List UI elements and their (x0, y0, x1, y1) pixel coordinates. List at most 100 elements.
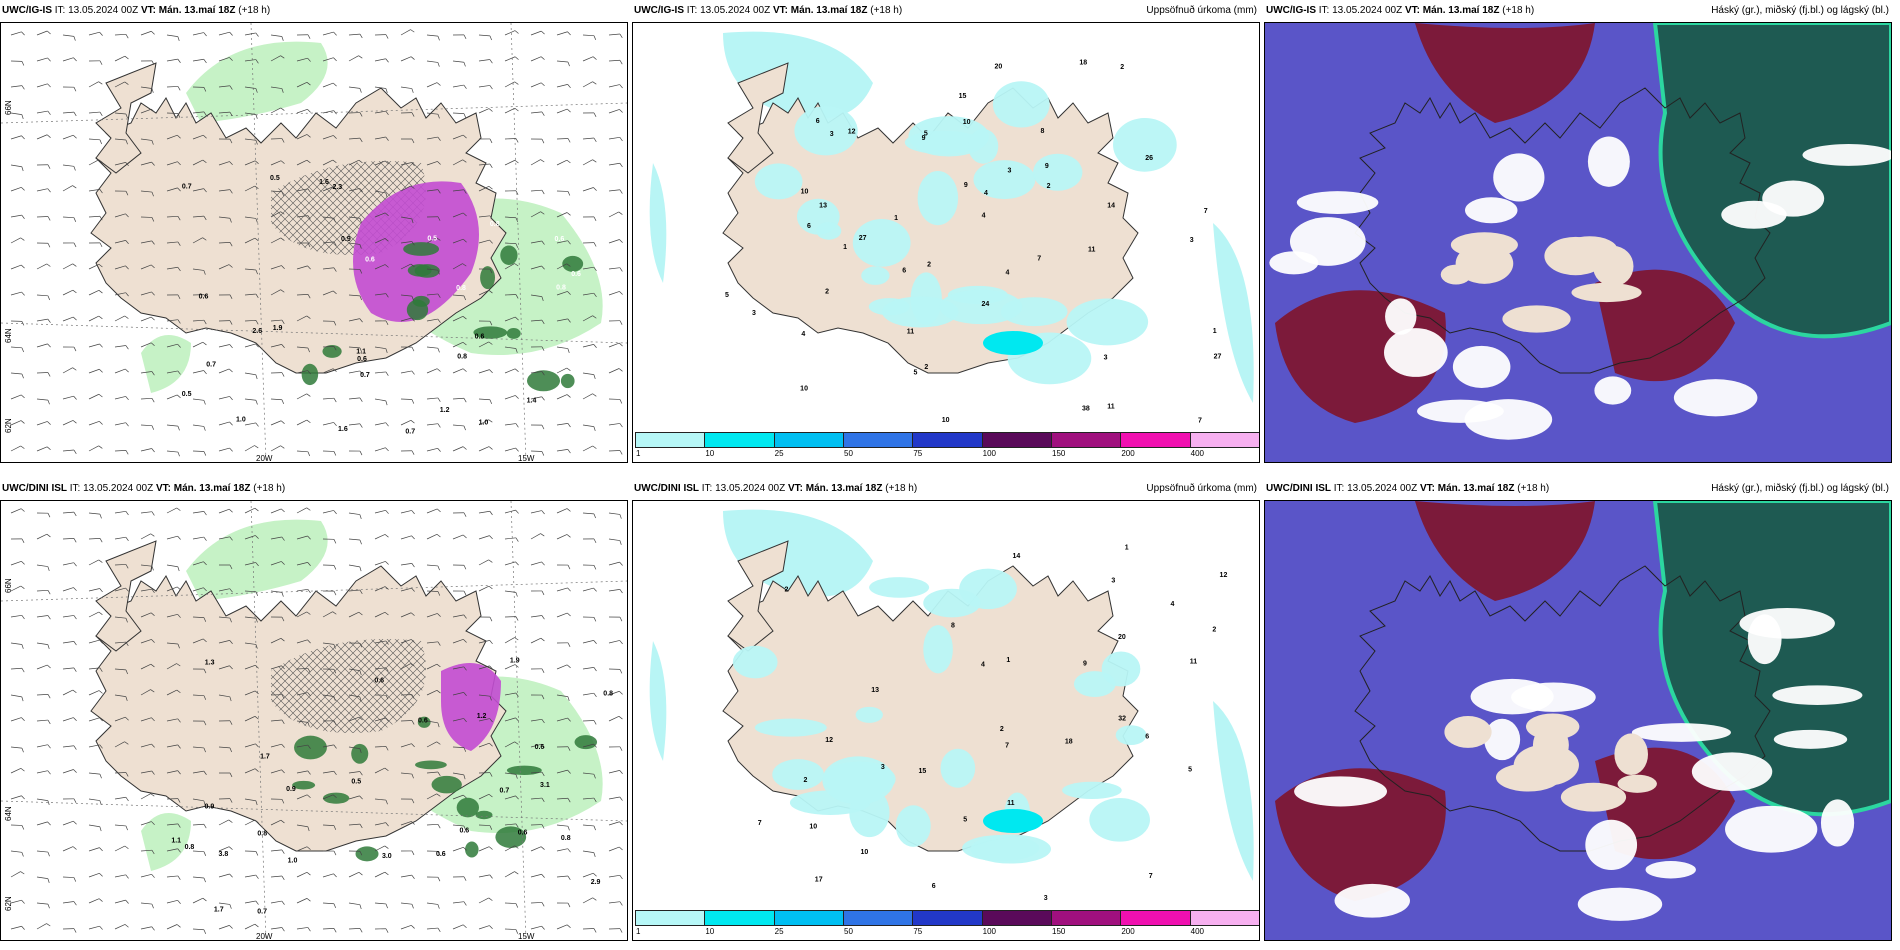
accum-value-label: 27 (859, 235, 867, 242)
precip-value-label: 0.7 (257, 908, 267, 915)
accum-value-label: 1 (1125, 545, 1129, 552)
wind-barb (140, 639, 155, 644)
wind-barb (36, 216, 51, 221)
wind-barb (192, 134, 207, 140)
wind-barb (166, 718, 181, 723)
panel-dini-cloud: UWC/DINI ISL IT: 13.05.2024 00Z VT: Mán.… (1264, 478, 1892, 941)
wind-barb (140, 448, 155, 453)
wind-barb (218, 772, 233, 778)
run-info: UWC/IG-IS IT: 13.05.2024 00Z VT: Mán. 13… (1266, 0, 1534, 22)
wind-barb (322, 720, 337, 725)
panel-igis-accum: UWC/IG-IS IT: 13.05.2024 00Z VT: Mán. 13… (632, 0, 1260, 463)
clear-sky-area (1820, 799, 1855, 847)
wind-barb (88, 690, 103, 696)
wind-barb (426, 136, 441, 141)
wind-barb (582, 187, 597, 192)
wind-barb (218, 161, 233, 166)
init-label: IT: (54, 5, 66, 16)
wind-barb (218, 746, 232, 753)
wind-barb (504, 692, 519, 697)
accum-value-label: 1 (1006, 657, 1010, 664)
precip-value-label: 0.5 (427, 236, 437, 243)
wind-barb (582, 34, 597, 40)
wind-barb (192, 341, 207, 348)
panel-dini-accum: UWC/DINI ISL IT: 13.05.2024 00Z VT: Mán.… (632, 478, 1260, 941)
wind-barb (270, 319, 285, 325)
wind-barb (608, 189, 623, 194)
wind-barb (582, 137, 597, 142)
precip-value-label: 0.6 (459, 827, 469, 834)
wind-barb (140, 60, 155, 65)
wind-barb (452, 34, 467, 39)
wind-barb (582, 393, 597, 400)
colorbar-swatch (912, 432, 983, 448)
wind-barb (140, 717, 155, 722)
wind-barb (348, 642, 363, 648)
wind-barb (374, 346, 388, 354)
wind-barb (608, 928, 623, 933)
wind-barb (10, 795, 25, 800)
clear-sky-area (1334, 883, 1410, 918)
wind-barb (36, 615, 51, 620)
wind-barb (88, 898, 103, 904)
wind-barb (192, 215, 207, 221)
valid-time: Mán. 13.maí 18Z (1422, 5, 1500, 16)
wind-barb (36, 30, 51, 36)
wind-barb (426, 823, 441, 829)
init-time: 13.05.2024 00Z (1332, 5, 1403, 16)
moderate-precip-cell (473, 326, 508, 339)
low-cloud-area (1415, 23, 1595, 123)
wind-barb (88, 138, 102, 145)
wind-barb (36, 318, 51, 323)
wind-barb (192, 694, 207, 700)
wind-barb (218, 57, 233, 62)
colorbar-swatch (704, 910, 775, 926)
wind-barb (608, 746, 623, 751)
valid-label: VT: (1419, 483, 1435, 494)
wind-barb (244, 798, 258, 806)
wind-barb (400, 902, 414, 909)
precip-value-label: 1.3 (205, 659, 215, 666)
wind-barb (478, 742, 493, 748)
wind-barb (244, 185, 259, 192)
wind-barb (426, 397, 441, 402)
wind-barb (244, 216, 258, 223)
wind-barb (374, 264, 389, 270)
wind-barb (556, 190, 571, 196)
wind-barb (88, 639, 103, 644)
wind-barb (608, 874, 623, 880)
accum-value-label: 11 (907, 329, 915, 336)
wind-barb (296, 611, 311, 618)
wind-barb (166, 875, 181, 880)
wind-barb (608, 901, 623, 906)
precip-value-label: 0.6 (418, 717, 428, 724)
wind-barb (582, 512, 596, 519)
wind-barb (322, 744, 337, 749)
wind-barb (608, 616, 623, 622)
accum-value-label: 6 (807, 223, 811, 230)
wind-barb (88, 343, 103, 348)
wind-barb (400, 86, 414, 93)
low-cloud-area (1415, 501, 1595, 601)
wind-barb (608, 136, 623, 142)
wind-barb (530, 797, 545, 803)
clear-sky-area (1585, 819, 1638, 871)
init-label: IT: (69, 483, 81, 494)
wind-barb (322, 290, 337, 296)
wind-barb (140, 424, 155, 430)
wind-barb (10, 746, 24, 753)
wind-barb (374, 822, 389, 827)
wind-barb (88, 421, 103, 426)
wind-barb (244, 398, 258, 405)
wind-barb (530, 371, 545, 376)
wind-barb (218, 640, 233, 644)
wind-barb (608, 423, 623, 428)
wind-barb (374, 928, 389, 933)
wind-barb (322, 422, 337, 427)
run-info: UWC/DINI ISL IT: 13.05.2024 00Z VT: Mán.… (634, 478, 917, 500)
wind-barb (426, 508, 441, 514)
wind-barb (36, 719, 51, 725)
panel-igis-cloud: UWC/IG-IS IT: 13.05.2024 00Z VT: Mán. 13… (1264, 0, 1892, 463)
moderate-precip-cell (415, 760, 447, 770)
panel-header: UWC/DINI ISL IT: 13.05.2024 00Z VT: Mán.… (632, 478, 1260, 500)
